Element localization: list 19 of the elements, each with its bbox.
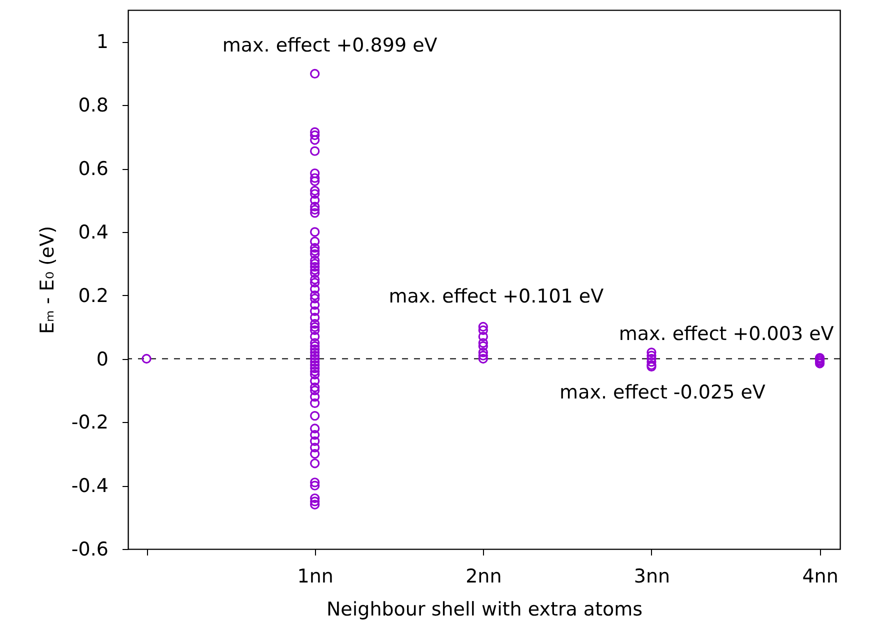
annotation: max. effect -0.025 eV — [560, 382, 766, 404]
annotation: max. effect +0.899 eV — [222, 34, 438, 57]
y-tick-label: -0.2 — [71, 412, 108, 434]
y-tick-label: 0.6 — [78, 158, 108, 180]
x-tick-label: 3nn — [634, 566, 670, 588]
annotation: max. effect +0.003 eV — [618, 322, 834, 345]
y-tick-label: 0.2 — [78, 284, 108, 307]
annotation: max. effect +0.101 eV — [388, 286, 604, 308]
y-tick-label: 0 — [96, 348, 108, 370]
x-tick-label: 2nn — [466, 566, 502, 588]
y-axis-title: Eₘ - E₀ (eV) — [36, 226, 58, 334]
x-axis-title: Neighbour shell with extra atoms — [326, 598, 643, 620]
x-tick-label: 1nn — [297, 566, 334, 588]
y-tick-label: 1 — [96, 31, 108, 54]
y-tick-label: 0.8 — [78, 94, 108, 117]
y-tick-label: 0.4 — [78, 221, 108, 244]
y-tick-label: -0.4 — [71, 475, 108, 498]
x-tick-label: 4nn — [802, 566, 838, 588]
y-tick-label: -0.6 — [71, 538, 108, 560]
